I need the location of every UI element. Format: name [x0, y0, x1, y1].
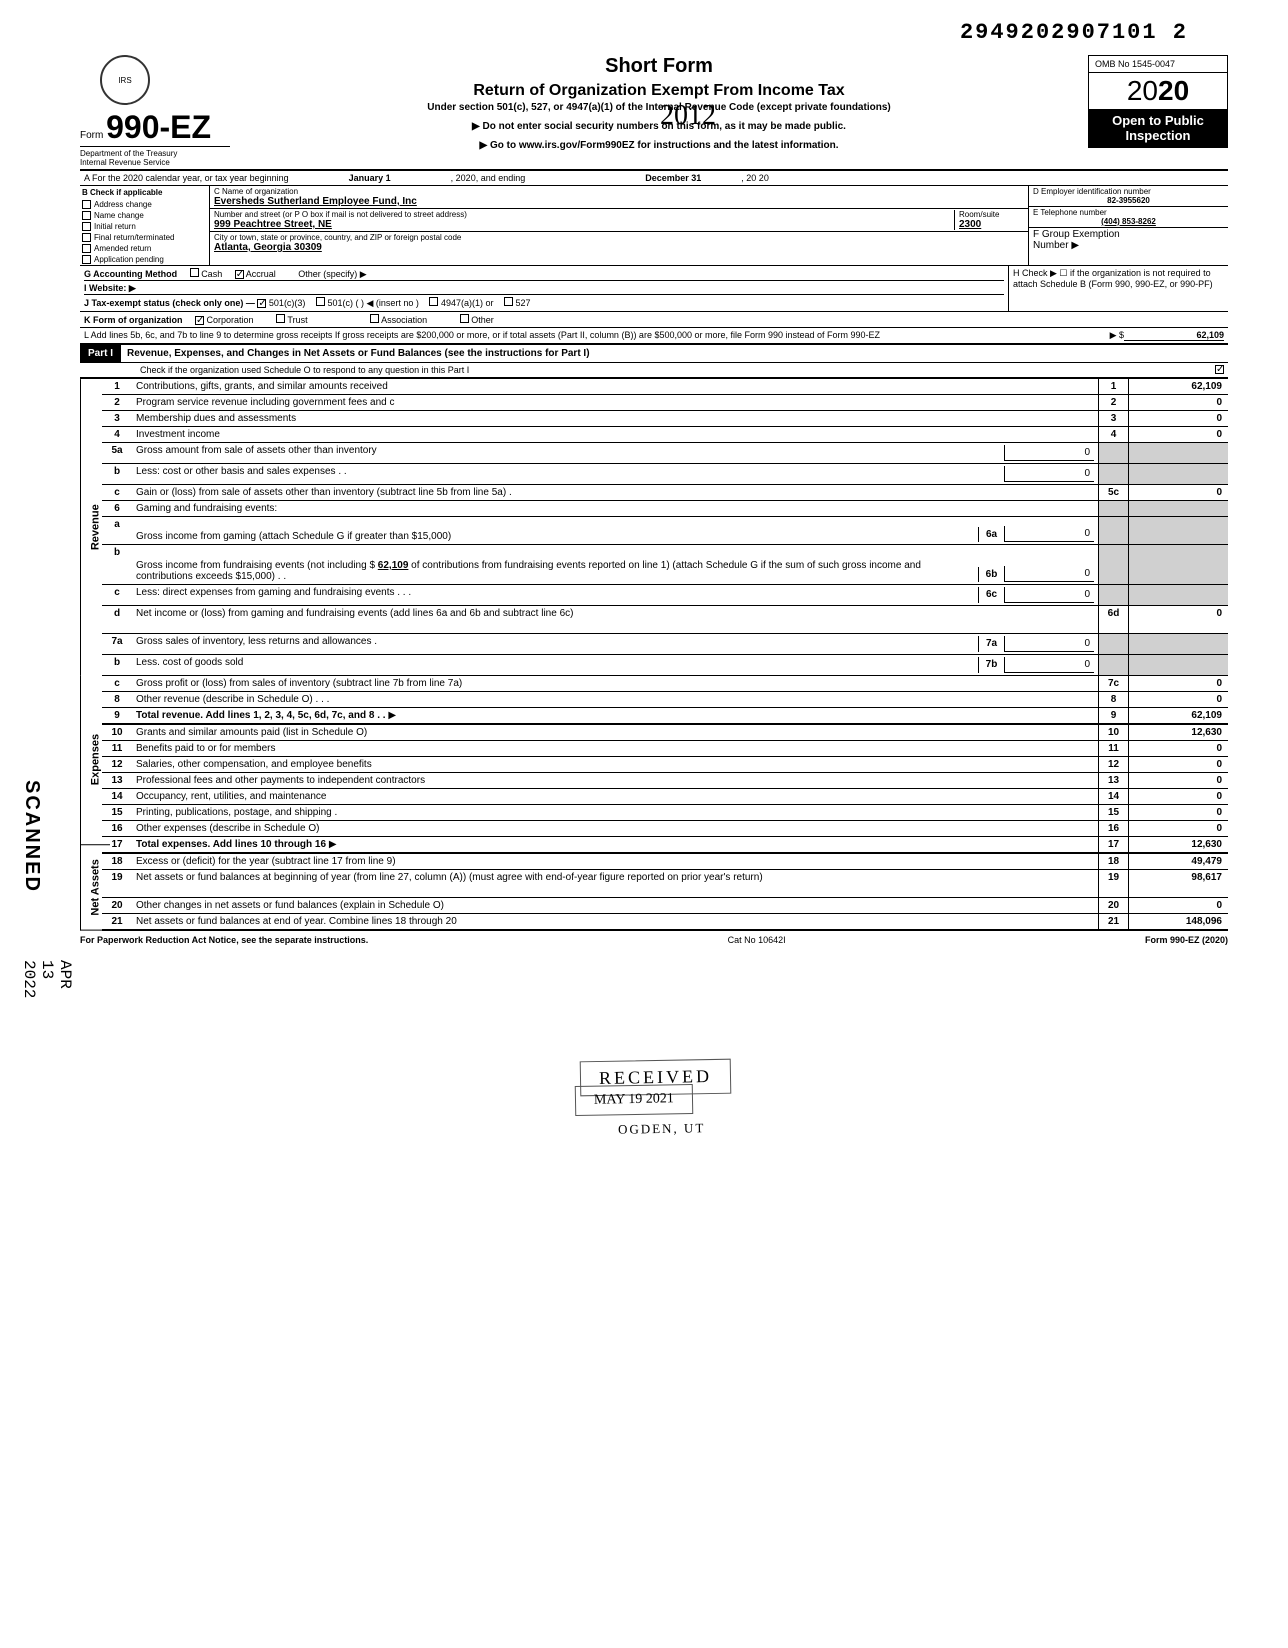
open-public: Open to Public Inspection: [1089, 109, 1227, 147]
line17-val: 12,630: [1128, 837, 1228, 852]
line5c-val: 0: [1128, 485, 1228, 500]
group-exemption-number: Number ▶: [1033, 240, 1224, 251]
line-a-label: A For the 2020 calendar year, or tax yea…: [84, 173, 289, 183]
scan-date-stamp: APR 13 2022: [20, 960, 74, 998]
line16-val: 0: [1128, 821, 1228, 836]
line15-val: 0: [1128, 805, 1228, 820]
paperwork-notice: For Paperwork Reduction Act Notice, see …: [80, 935, 368, 945]
line-a-mid: , 2020, and ending: [451, 173, 526, 183]
dept-treasury: Department of the Treasury: [80, 146, 230, 158]
line-i-label: I Website: ▶: [84, 283, 136, 293]
chk-association[interactable]: [370, 314, 379, 323]
line19-val: 98,617: [1128, 870, 1228, 897]
chk-527[interactable]: [504, 297, 513, 306]
org-phone: (404) 853-8262: [1033, 217, 1224, 226]
col-b-header: B Check if applicable: [80, 186, 209, 199]
document-code: 2949202907101 2: [80, 20, 1228, 45]
line-g-label: G Accounting Method: [84, 269, 177, 279]
revenue-label: Revenue: [80, 379, 110, 675]
chk-amended[interactable]: [82, 244, 91, 253]
org-name: Eversheds Sutherland Employee Fund, Inc: [214, 196, 1024, 207]
group-exemption-label: F Group Exemption: [1033, 229, 1224, 240]
line5b-val: 0: [1004, 466, 1094, 482]
netassets-label: Net Assets: [80, 845, 110, 931]
line7b-val: 0: [1004, 657, 1094, 673]
chk-501c[interactable]: [316, 297, 325, 306]
line6d-val: 0: [1128, 606, 1228, 633]
line2-val: 0: [1128, 395, 1228, 410]
ein-label: D Employer identification number: [1033, 187, 1224, 196]
received-date-stamp: MAY 19 2021: [575, 1084, 693, 1116]
line6c-val: 0: [1004, 587, 1094, 603]
chk-name-change[interactable]: [82, 211, 91, 220]
line21-val: 148,096: [1128, 914, 1228, 929]
tax-year-end: December 31: [645, 173, 701, 183]
line4-val: 0: [1128, 427, 1228, 442]
short-form-label: Short Form: [240, 55, 1078, 78]
line1-val: 62,109: [1128, 379, 1228, 394]
tel-label: E Telephone number: [1033, 208, 1224, 217]
line12-val: 0: [1128, 757, 1228, 772]
dept-irs: Internal Revenue Service: [80, 158, 230, 167]
form-prefix: Form: [80, 130, 103, 141]
chk-accrual[interactable]: [235, 270, 244, 279]
expenses-label: Expenses: [80, 675, 110, 845]
line9-val: 62,109: [1128, 708, 1228, 723]
chk-501c3[interactable]: [257, 299, 266, 308]
line7a-val: 0: [1004, 636, 1094, 652]
chk-cash[interactable]: [190, 268, 199, 277]
tax-year: 2020: [1089, 73, 1227, 109]
line-h: H Check ▶ ☐ if the organization is not r…: [1008, 266, 1228, 311]
chk-initial-return[interactable]: [82, 222, 91, 231]
line7c-val: 0: [1128, 676, 1228, 691]
chk-schedule-o[interactable]: [1215, 365, 1224, 374]
form-footer: Form 990-EZ (2020): [1145, 935, 1228, 945]
line5a-val: 0: [1004, 445, 1094, 461]
cat-number: Cat No 10642I: [728, 935, 786, 945]
ogden-stamp: OGDEN, UT: [600, 1114, 724, 1144]
gross-receipts: 62,109: [1124, 330, 1224, 341]
chk-other-org[interactable]: [460, 314, 469, 323]
org-address: 999 Peachtree Street, NE: [214, 219, 954, 230]
scanned-stamp: SCANNED: [20, 780, 43, 893]
line11-val: 0: [1128, 741, 1228, 756]
city-label: City or town, state or province, country…: [214, 233, 1024, 242]
tax-year-begin: January 1: [349, 173, 391, 183]
line6a-val: 0: [1004, 526, 1094, 542]
line13-val: 0: [1128, 773, 1228, 788]
chk-4947[interactable]: [429, 297, 438, 306]
ssn-warning: ▶ Do not enter social security numbers o…: [240, 121, 1078, 132]
line20-val: 0: [1128, 898, 1228, 913]
part1-check-text: Check if the organization used Schedule …: [140, 365, 469, 375]
line14-val: 0: [1128, 789, 1228, 804]
chk-address-change[interactable]: [82, 200, 91, 209]
org-ein: 82-3955620: [1033, 196, 1224, 205]
org-room: 2300: [959, 219, 1024, 230]
org-city: Atlanta, Georgia 30309: [214, 242, 1024, 253]
part1-title: Revenue, Expenses, and Changes in Net As…: [121, 346, 1228, 361]
name-label: C Name of organization: [214, 187, 1024, 196]
form-title: Return of Organization Exempt From Incom…: [240, 82, 1078, 100]
part1-label: Part I: [80, 345, 121, 362]
chk-trust[interactable]: [276, 314, 285, 323]
form-number: 990-EZ: [106, 109, 211, 145]
addr-label: Number and street (or P O box if mail is…: [214, 210, 954, 219]
handwritten-year: 2012: [660, 100, 716, 132]
line10-val: 12,630: [1128, 725, 1228, 740]
chk-app-pending[interactable]: [82, 255, 91, 264]
line-a-end2: , 20 20: [741, 173, 769, 183]
goto-link: ▶ Go to www.irs.gov/Form990EZ for instru…: [240, 140, 1078, 151]
form-subtitle: Under section 501(c), 527, or 4947(a)(1)…: [240, 102, 1078, 113]
omb-number: OMB No 1545-0047: [1089, 56, 1227, 73]
line-l-text: L Add lines 5b, 6c, and 7b to line 9 to …: [84, 330, 1094, 341]
room-label: Room/suite: [959, 210, 1024, 219]
chk-final-return[interactable]: [82, 233, 91, 242]
line8-val: 0: [1128, 692, 1228, 707]
chk-corporation[interactable]: [195, 316, 204, 325]
line6b-val: 0: [1004, 566, 1094, 582]
line6b-contrib: 62,109: [378, 560, 409, 571]
line18-val: 49,479: [1128, 854, 1228, 869]
line3-val: 0: [1128, 411, 1228, 426]
irs-seal: IRS: [100, 55, 150, 105]
